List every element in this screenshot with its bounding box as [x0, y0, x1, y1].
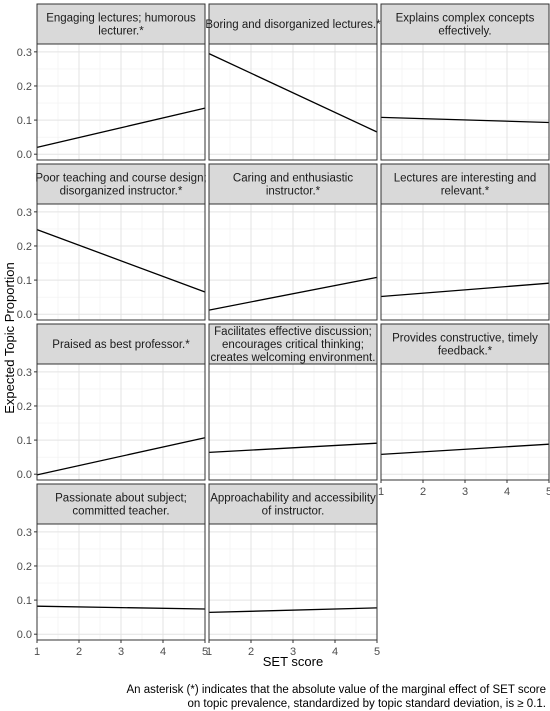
- x-tick-label: 4: [160, 646, 166, 658]
- facet-title-line: Boring and disorganized lectures.*: [205, 19, 381, 31]
- facet-title-line: feedback.*: [438, 346, 493, 358]
- y-tick-label: 0.1: [17, 115, 32, 127]
- y-tick-label: 0.3: [17, 527, 32, 539]
- facet-title-line: Engaging lectures; humorous: [46, 13, 196, 25]
- panel-border: [208, 43, 378, 161]
- x-tick-label: 5: [374, 646, 380, 658]
- y-tick-label: 0.2: [17, 401, 32, 413]
- panel-border: [36, 363, 206, 481]
- x-tick-label: 1: [34, 646, 40, 658]
- y-tick-label: 0.1: [17, 435, 32, 447]
- x-tick-label: 4: [332, 646, 338, 658]
- facet-strip: [380, 323, 550, 365]
- trend-line: [208, 607, 378, 614]
- trend-line: [208, 442, 378, 454]
- facet-title-line: Praised as best professor.*: [52, 339, 190, 351]
- facet-panel: Boring and disorganized lectures.*: [205, 3, 381, 161]
- x-axis-label: SET score: [263, 654, 323, 669]
- y-tick-label: 0.0: [17, 149, 32, 161]
- facet-strip: [380, 3, 550, 45]
- facet-panel: Praised as best professor.* 0.0 0.1 0.2 0.3: [17, 323, 206, 481]
- facet-title-line: Lectures are interesting and: [394, 173, 537, 185]
- y-tick-label: 0.0: [17, 469, 32, 481]
- facet-strip: [36, 3, 206, 45]
- facet-strip: [36, 163, 206, 205]
- panel-border: [36, 43, 206, 161]
- facet-title-line: lecturer.*: [98, 26, 144, 38]
- facet-panel: Poor teaching and course design;disorgan…: [17, 163, 207, 321]
- y-axis-label: Expected Topic Proportion: [2, 262, 17, 414]
- x-tick-label: 2: [248, 646, 254, 658]
- trend-line: [208, 276, 378, 311]
- facet-title-line: Poor teaching and course design;: [35, 173, 206, 185]
- facet-title-line: Approachability and accessibility: [210, 493, 376, 505]
- x-tick-label: 3: [462, 486, 468, 498]
- x-tick-label: 3: [290, 646, 296, 658]
- x-tick-label: 1: [206, 646, 212, 658]
- panel-border: [36, 203, 206, 321]
- facet-title-line: relevant.*: [441, 186, 490, 198]
- facet-title-line: Provides constructive, timely: [392, 333, 538, 345]
- y-tick-label: 0.2: [17, 561, 32, 573]
- y-tick-label: 0.3: [17, 367, 32, 379]
- panel-border: [380, 43, 550, 161]
- trend-line: [208, 53, 378, 133]
- caption-line-2: on topic prevalence, standardized by top…: [187, 698, 546, 710]
- caption: An asterisk (*) indicates that the absol…: [0, 683, 546, 711]
- trend-line: [36, 437, 206, 476]
- facet-title-line: Explains complex concepts: [396, 13, 535, 25]
- x-tick-label: 5: [202, 646, 208, 658]
- panel-border: [208, 203, 378, 321]
- y-tick-label: 0.1: [17, 595, 32, 607]
- facet-title-line: encourages critical thinking;: [222, 339, 364, 351]
- y-tick-label: 0.0: [17, 309, 32, 321]
- facet-title-line: disorganized instructor.*: [60, 186, 183, 198]
- trend-line: [36, 605, 206, 610]
- x-tick-label: 2: [420, 486, 426, 498]
- facet-title-line: committed teacher.: [72, 506, 169, 518]
- facet-title-line: instructor.*: [266, 186, 321, 198]
- trend-line: [380, 282, 550, 298]
- facet-title-line: Facilitates effective discussion;: [214, 326, 372, 338]
- facet-title-line: of instructor.: [262, 506, 325, 518]
- x-tick-label: 2: [76, 646, 82, 658]
- trend-line: [36, 107, 206, 149]
- y-tick-label: 0.2: [17, 241, 32, 253]
- trend-line: [36, 228, 206, 293]
- facet-title-line: Caring and enthusiastic: [233, 173, 353, 185]
- facet-panel: Facilitates effective discussion;encoura…: [208, 323, 378, 481]
- trend-line: [380, 116, 550, 124]
- facet-title-line: effectively.: [438, 26, 491, 38]
- facet-title-line: Passionate about subject;: [55, 493, 187, 505]
- facet-title-line: creates welcoming environment.: [211, 352, 376, 364]
- x-tick-label: 5: [546, 486, 550, 498]
- facet-chart: Expected Topic Proportion SET score Enga…: [2, 3, 550, 669]
- y-tick-label: 0.3: [17, 207, 32, 219]
- panel-border: [208, 363, 378, 481]
- y-tick-label: 0.3: [17, 47, 32, 59]
- facet-panel: Passionate about subject;committed teach…: [17, 483, 208, 658]
- caption-line-1: An asterisk (*) indicates that the absol…: [126, 684, 546, 696]
- y-tick-label: 0.1: [17, 275, 32, 287]
- panel-border: [380, 203, 550, 321]
- x-tick-label: 1: [378, 486, 384, 498]
- facet-strip: [208, 163, 378, 205]
- facet-strip: [36, 323, 206, 365]
- y-tick-label: 0.0: [17, 629, 32, 641]
- x-tick-label: 4: [504, 486, 510, 498]
- facet-strip: [208, 3, 378, 45]
- y-tick-label: 0.2: [17, 81, 32, 93]
- x-tick-label: 3: [118, 646, 124, 658]
- trend-line: [380, 443, 550, 456]
